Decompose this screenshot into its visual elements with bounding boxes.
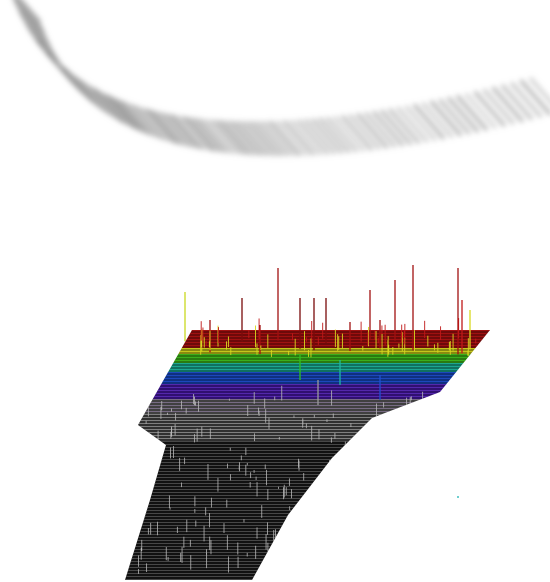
blurred-arc [11,0,550,155]
scene [0,0,550,582]
speck [457,496,459,498]
page: (() => { JSON.parse(document.getElementB… [0,0,550,582]
